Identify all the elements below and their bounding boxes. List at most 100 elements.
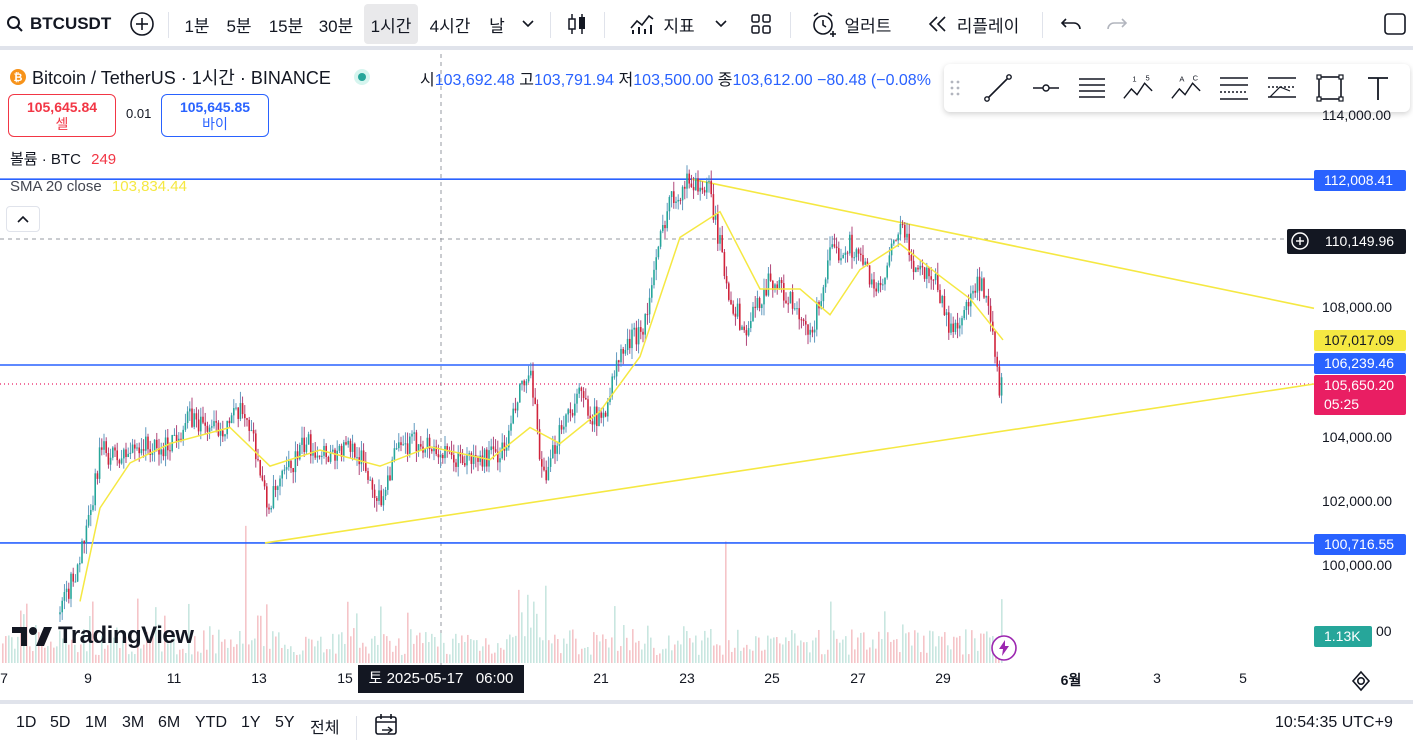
volume-bar [608, 647, 610, 663]
candle-body [268, 507, 270, 510]
alert-button[interactable]: 얼러트 [800, 4, 902, 44]
volume-bar [545, 585, 547, 663]
interval-day[interactable]: 날 [489, 16, 505, 36]
compare-add-button[interactable] [126, 4, 158, 44]
time-tick: 7 [0, 670, 8, 686]
candle-body [877, 282, 880, 292]
close-key: 종 [717, 72, 733, 89]
volume-bar [941, 636, 943, 663]
volume-bar [596, 634, 598, 663]
candle-body [530, 370, 532, 376]
tradingview-logo-icon [12, 627, 52, 646]
chart-type-button[interactable] [560, 4, 594, 44]
range-6m[interactable]: 6M [158, 714, 181, 731]
symbol-search-button[interactable]: BTCUSDT [6, 4, 114, 44]
redo-button[interactable] [1100, 4, 1134, 44]
chart-pane[interactable] [0, 54, 1413, 700]
range-ytd[interactable]: YTD [195, 714, 227, 731]
drag-handle-icon[interactable] [946, 72, 964, 104]
interval-dropdown[interactable] [515, 4, 541, 44]
toolbar-divider [604, 12, 605, 38]
volume-bar [902, 624, 904, 663]
candle-body [189, 408, 191, 412]
candle-body [444, 446, 446, 459]
trendline-tool[interactable] [982, 72, 1014, 104]
buy-button[interactable]: 105,645.85 바이 [161, 94, 269, 137]
horizontal-line-tool[interactable] [1030, 72, 1062, 104]
chart-settings-button[interactable] [1350, 670, 1372, 692]
interval-15m[interactable]: 15분 [268, 16, 304, 36]
interval-1m[interactable]: 1분 [184, 16, 210, 36]
indicators-dropdown[interactable] [708, 4, 734, 44]
volume-bar [539, 637, 541, 663]
candle-body [879, 282, 882, 286]
volume-bar [974, 638, 976, 663]
parallel-channel-tool[interactable] [1076, 72, 1108, 104]
candle-body [811, 329, 814, 333]
fib-retracement-tool[interactable] [1218, 72, 1250, 104]
candle-body [607, 402, 609, 417]
volume-bar [836, 638, 838, 663]
rectangle-tool[interactable] [1314, 72, 1346, 104]
sell-button[interactable]: 105,645.84 셀 [8, 94, 116, 137]
range-5y[interactable]: 5Y [275, 714, 295, 731]
range-3m[interactable]: 3M [122, 714, 145, 731]
candle-body [587, 399, 589, 416]
volume-bar [395, 645, 397, 663]
volume-bar [131, 651, 133, 663]
collapse-legend-button[interactable] [6, 206, 40, 232]
volume-bar [824, 654, 826, 663]
fullscreen-button[interactable] [1380, 4, 1410, 44]
interval-1h[interactable]: 1시간 [364, 4, 418, 44]
volume-bar [626, 637, 628, 663]
candle-body [824, 279, 827, 288]
volume-bar [707, 637, 709, 663]
utc-clock[interactable]: 10:54:35 UTC+9 [1275, 714, 1393, 731]
candle-body [642, 331, 644, 335]
goto-date-button[interactable] [374, 712, 400, 738]
range-1d[interactable]: 1D [16, 714, 37, 731]
volume-bar [359, 647, 361, 663]
candle-body [596, 406, 598, 427]
interval-4h[interactable]: 4시간 [429, 16, 471, 36]
volume-bar [11, 637, 13, 663]
volume-bar [431, 633, 433, 663]
interval-5m[interactable]: 5분 [226, 16, 252, 36]
candle-body [783, 283, 785, 301]
candle-body [904, 224, 906, 238]
lightning-button[interactable] [990, 634, 1018, 662]
volume-bar [851, 629, 853, 663]
replay-button[interactable]: 리플레이 [914, 4, 1032, 44]
trendline [264, 383, 1315, 544]
layout-button[interactable] [744, 4, 778, 44]
candle-body [316, 455, 319, 458]
indicators-button[interactable]: 지표 [614, 4, 710, 44]
tradingview-logo[interactable]: TradingView [12, 622, 194, 650]
add-alert-button[interactable] [1290, 231, 1310, 251]
candle-body [930, 276, 932, 280]
range-1y[interactable]: 1Y [241, 714, 261, 731]
range-5d[interactable]: 5D [50, 714, 71, 731]
volume-bar [713, 645, 715, 663]
plus-circle-icon [130, 12, 154, 36]
text-t-icon [1368, 77, 1388, 100]
text-tool[interactable] [1362, 72, 1394, 104]
volume-bar [530, 627, 532, 663]
volume-bar [1001, 599, 1003, 663]
candle-body [622, 348, 624, 354]
interval-30m[interactable]: 30분 [318, 16, 354, 36]
undo-button[interactable] [1054, 4, 1088, 44]
candle-body [838, 248, 840, 261]
range-1m[interactable]: 1M [85, 714, 108, 731]
fib-extension-tool[interactable] [1266, 72, 1298, 104]
volume-bar [155, 607, 157, 663]
candle-body [107, 453, 110, 465]
range-all[interactable]: 전체 [310, 720, 340, 737]
candle-body [807, 324, 809, 335]
volume-bar [200, 652, 202, 663]
candle-body [928, 267, 930, 277]
candle-body [941, 296, 943, 304]
price-label-last: 105,650.20 05:25 [1314, 375, 1406, 415]
